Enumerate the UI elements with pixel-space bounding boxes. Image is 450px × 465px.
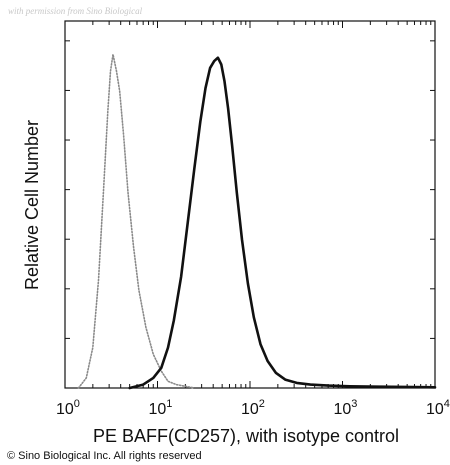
x-tick-labels: 100 101 102 103 104 (56, 398, 450, 418)
watermark-text: with permission from Sino Biological (8, 6, 143, 16)
isotype-control-curve (77, 53, 196, 389)
x-tick-base: 10 (56, 401, 74, 418)
x-tick-base: 10 (149, 401, 167, 418)
series-layer (77, 53, 437, 390)
x-axis-title: PE BAFF(CD257), with isotype control (93, 426, 399, 446)
axis-ticks (64, 21, 435, 388)
plot-frame (64, 20, 436, 389)
x-tick-exponent: 2 (259, 398, 265, 410)
x-tick-base: 10 (334, 401, 352, 418)
x-tick-exponent: 3 (351, 398, 357, 410)
x-tick-label: 104 (426, 398, 450, 418)
x-tick-base: 10 (241, 401, 259, 418)
copyright-text: © Sino Biological Inc. All rights reserv… (7, 450, 202, 462)
y-axis-title: Relative Cell Number (22, 120, 42, 290)
x-tick-label: 101 (149, 398, 173, 418)
x-tick-base: 10 (426, 401, 444, 418)
x-tick-label: 103 (334, 398, 358, 418)
x-tick-exponent: 4 (444, 398, 450, 410)
x-tick-exponent: 1 (166, 398, 172, 410)
x-tick-label: 102 (241, 398, 265, 418)
x-tick-label: 100 (56, 398, 80, 418)
x-tick-exponent: 0 (74, 398, 80, 410)
sample-curve (128, 56, 437, 390)
